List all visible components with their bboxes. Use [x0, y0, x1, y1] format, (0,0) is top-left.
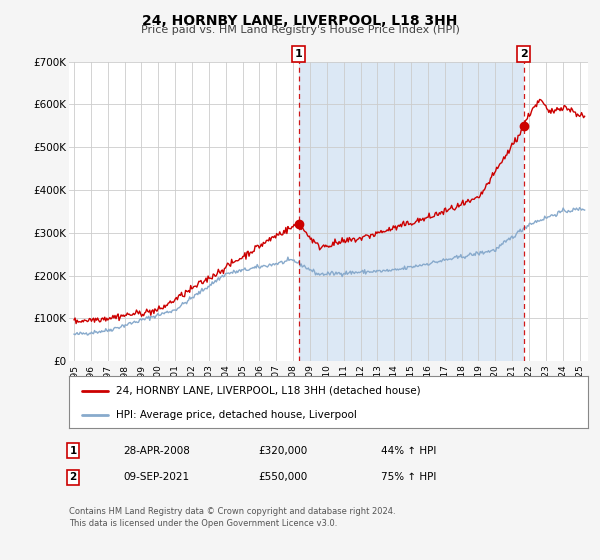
Text: Price paid vs. HM Land Registry's House Price Index (HPI): Price paid vs. HM Land Registry's House … [140, 25, 460, 35]
Text: 75% ↑ HPI: 75% ↑ HPI [381, 472, 436, 482]
Text: £320,000: £320,000 [258, 446, 307, 456]
Text: 2: 2 [70, 472, 77, 482]
Text: 24, HORNBY LANE, LIVERPOOL, L18 3HH: 24, HORNBY LANE, LIVERPOOL, L18 3HH [142, 14, 458, 28]
Text: 44% ↑ HPI: 44% ↑ HPI [381, 446, 436, 456]
Bar [299, 62, 524, 361]
Text: 28-APR-2008: 28-APR-2008 [123, 446, 190, 456]
Text: 1: 1 [295, 49, 302, 59]
Text: 24, HORNBY LANE, LIVERPOOL, L18 3HH (detached house): 24, HORNBY LANE, LIVERPOOL, L18 3HH (det… [116, 386, 421, 396]
Text: Contains HM Land Registry data © Crown copyright and database right 2024.
This d: Contains HM Land Registry data © Crown c… [69, 507, 395, 528]
Text: 2: 2 [520, 49, 527, 59]
Text: 09-SEP-2021: 09-SEP-2021 [123, 472, 189, 482]
Text: HPI: Average price, detached house, Liverpool: HPI: Average price, detached house, Live… [116, 410, 356, 421]
Text: £550,000: £550,000 [258, 472, 307, 482]
Text: 1: 1 [70, 446, 77, 456]
